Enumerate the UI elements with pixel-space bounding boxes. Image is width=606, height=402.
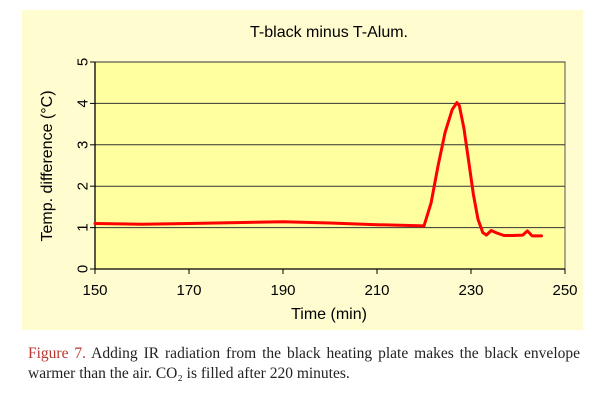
chart-title: T-black minus T-Alum.: [250, 24, 408, 41]
grid-lines: [95, 61, 565, 229]
caption-label: Figure 7.: [28, 345, 87, 362]
caption-text: Adding IR radiation from the black heati…: [28, 345, 581, 382]
y-tick-labels: 0 1 2 3 4 5: [75, 58, 92, 273]
figure-caption: Figure 7. Adding IR radiation from the b…: [28, 344, 580, 384]
series-layer: [93, 101, 543, 238]
x-tick-label: 230: [458, 282, 483, 299]
y-tick-label: 1: [75, 223, 92, 231]
y-tick-label: 5: [75, 58, 92, 66]
x-tick-label: 150: [82, 282, 107, 299]
line-chart: 0 1 2 3 4 5 150 170 190 210 230 250 T-black minus …: [39, 24, 578, 323]
plot-area: [94, 61, 566, 270]
y-tick-label: 4: [75, 99, 92, 107]
x-tick-label: 190: [270, 282, 295, 299]
figure-panel: 0 1 2 3 4 5 150 170 190 210 230 250 T-black minus …: [22, 10, 583, 330]
series-line: [93, 101, 543, 238]
x-tick-label: 210: [364, 282, 389, 299]
x-tick-label: 170: [176, 282, 201, 299]
axes: [90, 61, 566, 274]
x-tick-labels: 150 170 190 210 230 250: [82, 282, 577, 299]
y-tick-label: 3: [75, 141, 92, 149]
x-axis-label: Time (min): [291, 306, 367, 323]
y-tick-label: 0: [75, 265, 92, 273]
y-axis-label: Temp. difference (°C): [39, 90, 56, 241]
y-tick-label: 2: [75, 182, 92, 190]
x-tick-label: 250: [552, 282, 577, 299]
